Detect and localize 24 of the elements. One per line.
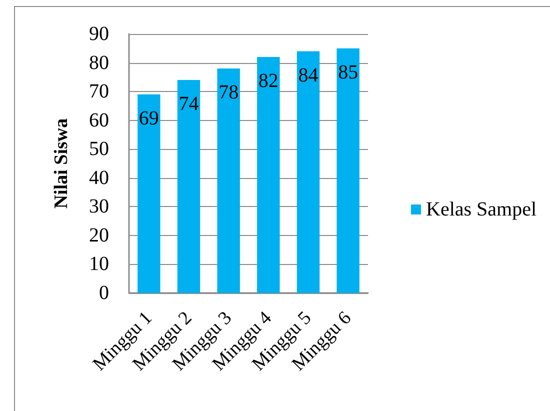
bar (177, 80, 200, 293)
y-axis-title: Nilai Siswa (51, 118, 72, 209)
bar (336, 48, 360, 293)
bar (296, 51, 320, 293)
y-tick-label: 70 (89, 80, 109, 103)
legend-label: Kelas Sampel (426, 198, 537, 220)
y-tick-label: 40 (89, 166, 109, 189)
data-label: 82 (258, 70, 278, 92)
y-tick-label: 30 (89, 196, 109, 218)
data-label: 85 (338, 61, 358, 84)
data-label: 69 (138, 107, 159, 130)
y-tick-label: 50 (89, 138, 109, 160)
data-label: 84 (298, 64, 318, 86)
data-label: 74 (178, 93, 199, 116)
y-tick-label: 80 (89, 52, 109, 74)
y-tick-label: 90 (89, 23, 109, 45)
y-tick-label: 0 (99, 282, 109, 304)
y-tick-label: 10 (89, 253, 109, 276)
bar (217, 68, 240, 293)
bar (257, 57, 280, 293)
bar (138, 94, 160, 293)
y-tick-label: 60 (89, 109, 109, 132)
y-tick-label: 20 (89, 224, 109, 246)
data-label: 78 (218, 82, 239, 104)
